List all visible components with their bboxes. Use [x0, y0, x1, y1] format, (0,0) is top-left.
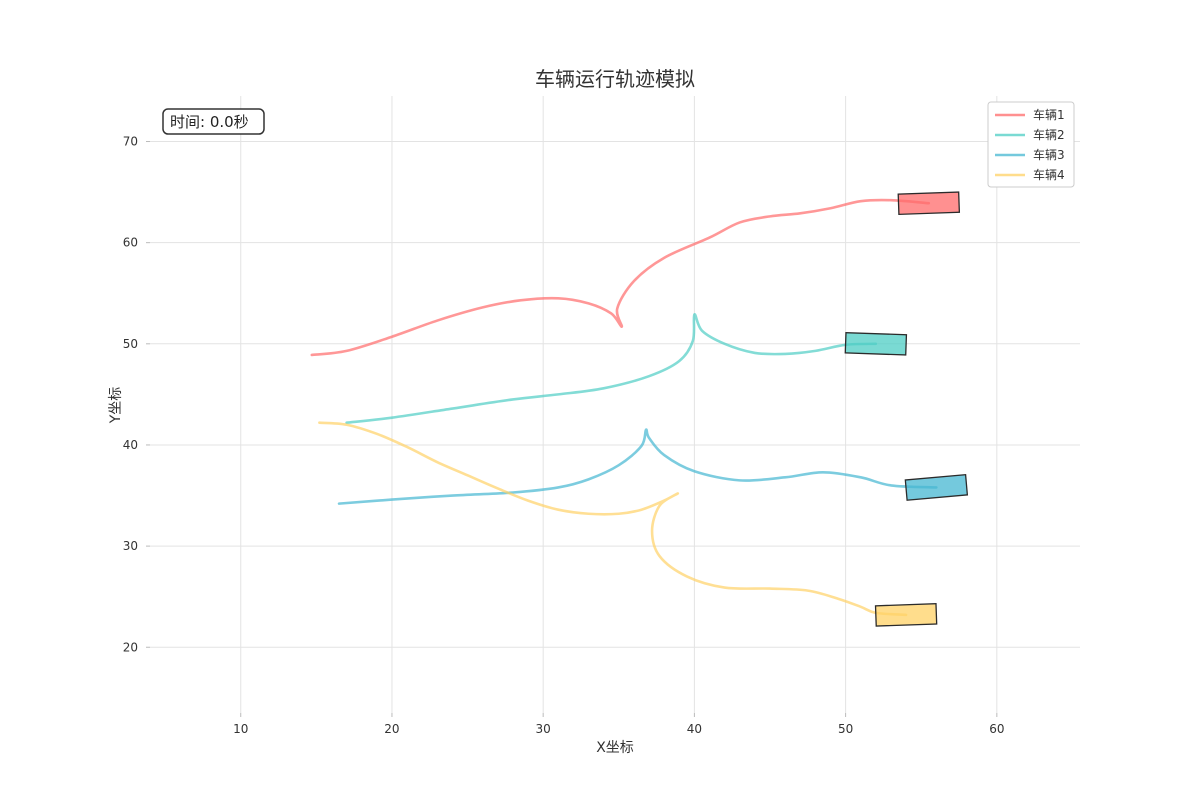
series-line-4 [318, 421, 908, 617]
y-tick-label-40: 40 [123, 438, 138, 452]
y-tick-label-20: 20 [123, 640, 138, 654]
legend: 车辆1 车辆2 车辆3 车辆4 [987, 101, 1075, 188]
vehicle-2 [844, 331, 908, 356]
x-tick-label-50: 50 [838, 722, 853, 736]
time-box-frame [162, 108, 265, 135]
legend-label-1: 车辆1 [1033, 107, 1065, 122]
vehicle-3 [904, 474, 969, 501]
y-tick-label-30: 30 [123, 539, 138, 553]
vehicle-1 [897, 191, 961, 216]
chart-title: 车辆运行轨迹模拟 [535, 67, 695, 91]
legend-label-3: 车辆3 [1033, 147, 1065, 162]
y-tick-label-50: 50 [123, 337, 138, 351]
series-line-2 [345, 313, 878, 425]
x-tick-label-60: 60 [989, 722, 1004, 736]
vehicle-body-1 [897, 191, 961, 216]
y-tick-label-70: 70 [123, 135, 138, 149]
time-box: 时间: 0.0秒 [162, 108, 265, 135]
x-tick-label-20: 20 [384, 722, 399, 736]
series-line-1 [310, 198, 931, 357]
vehicle-body-4 [874, 603, 938, 627]
vehicle-body-3 [904, 474, 969, 501]
legend-label-2: 车辆2 [1033, 127, 1065, 142]
y-tick-label-60: 60 [123, 236, 138, 250]
x-tick-label-30: 30 [536, 722, 551, 736]
y-axis-label: Y坐标 [108, 387, 124, 425]
vehicle-body-2 [844, 331, 908, 356]
grid [150, 96, 1080, 713]
x-tick-label-10: 10 [233, 722, 248, 736]
x-tick-label-40: 40 [687, 722, 702, 736]
x-axis-label: X坐标 [596, 740, 634, 756]
time-display: 时间: 0.0秒 [170, 113, 249, 131]
vehicle-layer [844, 191, 969, 627]
legend-frame [987, 101, 1075, 188]
series-layer [310, 198, 938, 617]
vehicle-4 [874, 603, 938, 627]
legend-label-4: 车辆4 [1033, 167, 1065, 182]
axes: 10 20 30 40 50 60 20 30 40 50 60 70 [123, 135, 1005, 736]
